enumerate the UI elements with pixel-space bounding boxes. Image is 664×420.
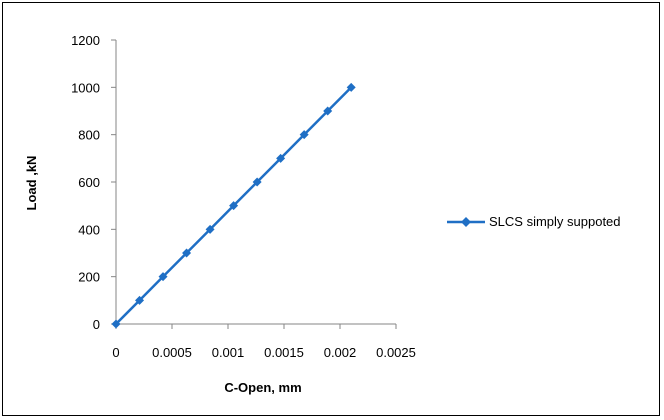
data-point-marker	[252, 177, 262, 187]
x-tick-labels: 0 0.0005 0.001 0.0015 0.002 0.0025	[112, 345, 416, 360]
x-tick-label: 0.0015	[264, 345, 304, 360]
series-layer	[111, 82, 356, 329]
data-point-marker	[299, 130, 309, 140]
chart-frame	[2, 2, 660, 416]
data-point-marker	[158, 272, 168, 282]
y-tick-label: 1200	[71, 33, 100, 48]
x-tick-label: 0.0025	[376, 345, 416, 360]
x-tick-label: 0.0005	[152, 345, 192, 360]
x-tick-label: 0.002	[324, 345, 357, 360]
y-tick-label: 400	[78, 222, 100, 237]
legend-label: SLCS simply suppoted	[489, 214, 621, 229]
data-point-marker	[323, 106, 333, 116]
y-tick-label: 800	[78, 128, 100, 143]
data-point-marker	[135, 295, 145, 305]
data-point-marker	[111, 319, 121, 329]
x-tick-label: 0	[112, 345, 119, 360]
y-tick-label: 600	[78, 175, 100, 190]
x-axis-title: C-Open, mm	[224, 380, 301, 395]
y-tick-labels: 0 200 400 600 800 1000 1200	[71, 33, 100, 332]
x-tick-label: 0.001	[212, 345, 245, 360]
data-point-marker	[182, 248, 192, 258]
data-point-marker	[205, 224, 215, 234]
data-point-marker	[276, 153, 286, 163]
data-point-marker	[229, 201, 239, 211]
y-tick-label: 0	[93, 317, 100, 332]
y-axis-title: Load ,kN	[24, 156, 39, 211]
legend-marker-icon	[461, 217, 471, 227]
legend: SLCS simply suppoted	[447, 214, 621, 229]
data-point-marker	[346, 82, 356, 92]
y-tick-label: 1000	[71, 80, 100, 95]
y-tick-label: 200	[78, 270, 100, 285]
